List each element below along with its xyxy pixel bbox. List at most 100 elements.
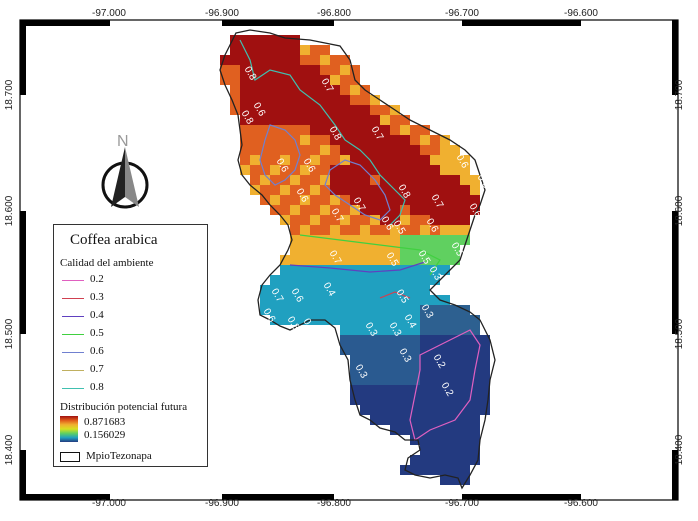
raster-cell xyxy=(410,425,420,435)
raster-cell xyxy=(450,385,460,395)
raster-cell xyxy=(350,365,360,375)
raster-cell xyxy=(430,435,440,445)
raster-cell xyxy=(410,285,420,295)
raster-cell xyxy=(250,155,260,165)
raster-cell xyxy=(350,345,360,355)
raster-cell xyxy=(300,285,310,295)
raster-cell xyxy=(390,345,400,355)
raster-cell xyxy=(410,455,420,465)
raster-cell xyxy=(350,125,360,135)
raster-cell xyxy=(450,345,460,355)
y-tick-right: 18.700 xyxy=(673,79,685,111)
raster-cell xyxy=(320,55,330,65)
raster-cell xyxy=(290,55,300,65)
raster-cell xyxy=(390,415,400,425)
raster-cell xyxy=(290,285,300,295)
raster-cell xyxy=(370,285,380,295)
raster-cell xyxy=(310,85,320,95)
raster-cell xyxy=(260,175,270,185)
raster-cell xyxy=(360,245,370,255)
graticule-border xyxy=(20,20,678,500)
raster-cell xyxy=(280,295,290,305)
raster-cell xyxy=(380,405,390,415)
raster-cell xyxy=(440,255,450,265)
north-arrow-icon xyxy=(101,147,149,209)
raster-cell xyxy=(270,135,280,145)
raster-cell xyxy=(390,255,400,265)
raster-cell xyxy=(470,445,480,455)
raster-cell xyxy=(400,335,410,345)
raster-cell xyxy=(450,435,460,445)
raster-cell xyxy=(390,235,400,245)
raster-cell xyxy=(300,165,310,175)
raster-cell xyxy=(410,165,420,175)
raster-cell xyxy=(240,135,250,145)
raster-cell xyxy=(460,415,470,425)
raster-cell xyxy=(350,155,360,165)
raster-cell xyxy=(340,195,350,205)
raster-cell xyxy=(340,105,350,115)
distribution-title: Distribución potencial futura xyxy=(60,401,188,413)
raster-cell xyxy=(470,425,480,435)
raster-cell xyxy=(350,225,360,235)
raster-cell xyxy=(450,205,460,215)
raster-cell xyxy=(290,95,300,105)
raster-cell xyxy=(470,325,480,335)
raster-cell xyxy=(250,95,260,105)
border-segment xyxy=(20,20,110,26)
raster-cell xyxy=(280,265,290,275)
raster-cell xyxy=(390,115,400,125)
raster-cell xyxy=(450,185,460,195)
raster-cell xyxy=(340,145,350,155)
raster-cell xyxy=(330,285,340,295)
map-legend: Coffea arabica Calidad del ambiente 0.2 … xyxy=(53,224,208,467)
raster-cell xyxy=(440,265,450,275)
contour-0-7b xyxy=(324,159,391,221)
raster-cell xyxy=(420,445,430,455)
raster-cell xyxy=(290,295,300,305)
raster-cell xyxy=(280,135,290,145)
raster-cell xyxy=(330,215,340,225)
raster-cell xyxy=(400,155,410,165)
raster-cell xyxy=(440,435,450,445)
raster-cell xyxy=(450,445,460,455)
raster-cell xyxy=(480,395,490,405)
raster-cell xyxy=(390,335,400,345)
raster-cell xyxy=(370,115,380,125)
raster-cell xyxy=(380,205,390,215)
raster-cell xyxy=(250,145,260,155)
raster-cell xyxy=(320,195,330,205)
raster-cell xyxy=(440,225,450,235)
raster-cell xyxy=(330,85,340,95)
raster-cell xyxy=(380,235,390,245)
raster-cell xyxy=(320,135,330,145)
raster-cell xyxy=(340,285,350,295)
raster-cell xyxy=(390,375,400,385)
raster-cell xyxy=(370,415,380,425)
raster-cell xyxy=(370,125,380,135)
raster-cell xyxy=(430,155,440,165)
legend-swatch-0-2 xyxy=(62,280,84,281)
raster-cell xyxy=(230,85,240,95)
raster-cell xyxy=(270,125,280,135)
raster-cell xyxy=(270,315,280,325)
contour-0-3 xyxy=(379,291,411,299)
raster-cell xyxy=(450,365,460,375)
raster-cell xyxy=(450,355,460,365)
raster-cell xyxy=(410,255,420,265)
raster-cell xyxy=(360,125,370,135)
raster-cell xyxy=(380,215,390,225)
raster-cell xyxy=(440,425,450,435)
raster-cell xyxy=(460,465,470,475)
raster-cell xyxy=(350,355,360,365)
raster-cell xyxy=(400,325,410,335)
raster-cell xyxy=(380,195,390,205)
legend-value: 0.3 xyxy=(90,291,104,303)
raster-cell xyxy=(310,265,320,275)
raster-cell xyxy=(450,305,460,315)
raster-cell xyxy=(320,285,330,295)
raster-cell xyxy=(300,255,310,265)
contour-0-7 xyxy=(259,124,301,186)
raster-cell xyxy=(400,135,410,145)
raster-cell xyxy=(320,105,330,115)
